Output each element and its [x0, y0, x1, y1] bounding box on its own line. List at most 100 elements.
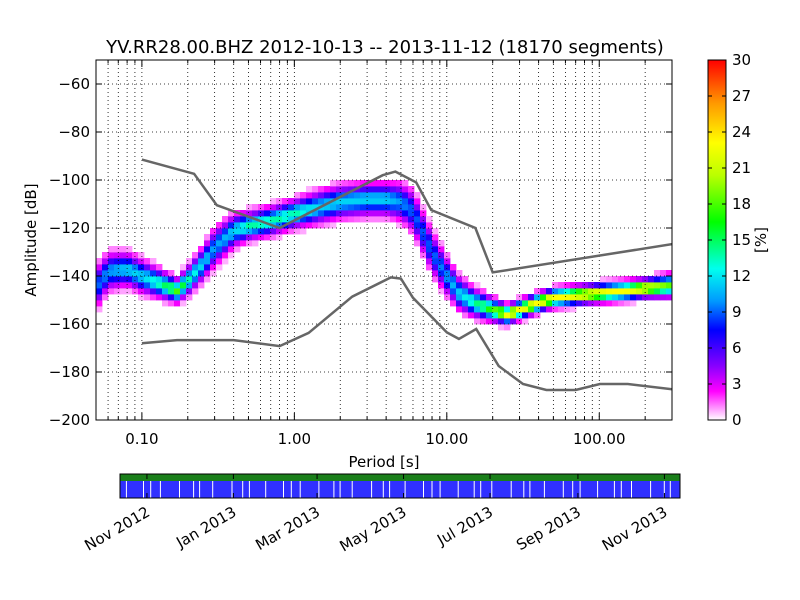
density-cell [396, 180, 403, 187]
density-cell [408, 186, 415, 193]
density-cell [348, 204, 355, 211]
density-cell [480, 300, 487, 307]
density-cell [330, 210, 337, 217]
density-cell [648, 294, 655, 301]
density-cell [402, 222, 409, 229]
density-cell [414, 192, 421, 199]
density-cell [312, 222, 319, 229]
density-cell [288, 216, 295, 223]
density-cell [270, 228, 277, 235]
density-cell [246, 210, 253, 217]
density-cell [498, 300, 505, 307]
density-cell [378, 210, 385, 217]
density-cell [246, 240, 253, 247]
density-cell [576, 294, 583, 301]
x-axis-label: Period [s] [348, 453, 419, 471]
density-cell [396, 198, 403, 205]
density-cell [630, 300, 637, 307]
y-tick-label: −200 [49, 411, 90, 429]
density-cell [210, 252, 217, 259]
density-cell [276, 198, 283, 205]
density-cell [222, 252, 229, 259]
density-cell [192, 282, 199, 289]
density-cell [594, 282, 601, 289]
density-cell [300, 192, 307, 199]
density-cell [228, 210, 235, 217]
density-cell [468, 294, 475, 301]
density-cell [348, 180, 355, 187]
density-cell [354, 210, 361, 217]
density-cell [132, 252, 139, 259]
density-cell [510, 312, 517, 319]
density-cell [456, 294, 463, 301]
y-tick-label: −80 [58, 123, 90, 141]
density-cell [354, 198, 361, 205]
density-cell [156, 288, 163, 295]
density-cell [510, 306, 517, 313]
density-cell [570, 300, 577, 307]
density-cell [462, 282, 469, 289]
density-cell [462, 276, 469, 283]
density-cell [150, 276, 157, 283]
density-cell [606, 276, 613, 283]
density-cell [120, 276, 127, 283]
density-cell [234, 228, 241, 235]
density-cell [534, 306, 541, 313]
timeline-tick-label: Sep 2013 [513, 503, 584, 554]
density-cell [228, 228, 235, 235]
density-cell [300, 222, 307, 229]
density-cell [588, 282, 595, 289]
density-cell [342, 216, 349, 223]
density-cell [300, 228, 307, 235]
density-cell [108, 276, 115, 283]
colorbar-ticks: 0 3 6 9 12 15 18 21 24 27 30 [708, 51, 751, 429]
density-cell [270, 198, 277, 205]
density-cell [150, 270, 157, 277]
density-cell [318, 186, 325, 193]
density-cell [162, 270, 169, 277]
density-cell [582, 282, 589, 289]
density-cell [606, 294, 613, 301]
density-cell [186, 270, 193, 277]
density-cell [402, 186, 409, 193]
density-cell [276, 216, 283, 223]
timeline-availability-bar [120, 474, 680, 481]
density-cell [114, 252, 121, 259]
density-cell [150, 282, 157, 289]
density-cell [528, 300, 535, 307]
density-cell [330, 216, 337, 223]
density-cell [138, 270, 145, 277]
density-cell [174, 300, 181, 307]
density-cell [438, 282, 445, 289]
density-cell [474, 306, 481, 313]
density-cell [114, 276, 121, 283]
density-cell [114, 246, 121, 253]
density-cell [630, 294, 637, 301]
density-cell [234, 240, 241, 247]
density-cell [108, 252, 115, 259]
density-cell [504, 312, 511, 319]
density-cell [618, 282, 625, 289]
density-cell [384, 210, 391, 217]
density-cell [168, 270, 175, 277]
density-cell [534, 294, 541, 301]
x-tick-label: 0.10 [125, 430, 158, 448]
density-cell [96, 282, 103, 289]
density-cell [168, 300, 175, 307]
density-cell [204, 252, 211, 259]
density-cell [432, 228, 439, 235]
density-cell [156, 282, 163, 289]
density-cell [234, 216, 241, 223]
density-cell [228, 216, 235, 223]
density-cell [210, 246, 217, 253]
density-cell [240, 222, 247, 229]
density-cell [426, 234, 433, 241]
density-cell [294, 210, 301, 217]
density-cell [336, 198, 343, 205]
density-cell [246, 222, 253, 229]
density-cell [180, 288, 187, 295]
density-cell [324, 216, 331, 223]
density-cell [432, 276, 439, 283]
density-cell [558, 282, 565, 289]
density-cell [252, 222, 259, 229]
